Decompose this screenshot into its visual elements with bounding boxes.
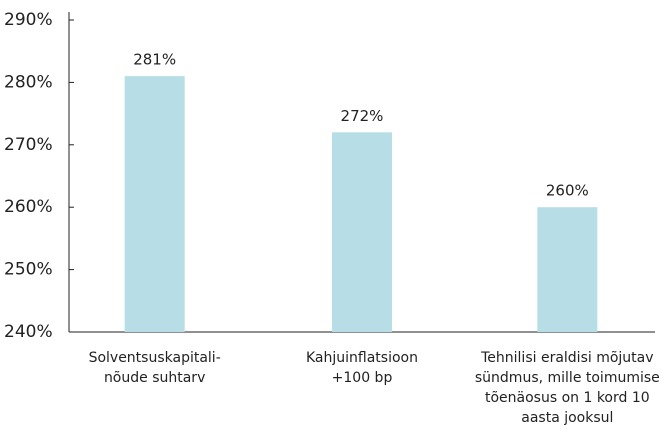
y-tick-label: 260% bbox=[4, 197, 53, 217]
y-tick-label: 240% bbox=[4, 322, 53, 342]
x-tick-label: Tehnilisi eraldisi mõjutav sündmus, mill… bbox=[474, 350, 660, 426]
y-tick-label: 250% bbox=[4, 260, 53, 280]
y-tick-label: 270% bbox=[4, 135, 53, 155]
value-label: 272% bbox=[341, 107, 384, 125]
x-tick-label: Kahjuinflatsioon +100 bp bbox=[306, 350, 418, 386]
bar bbox=[332, 132, 392, 332]
y-tick-label: 290% bbox=[4, 10, 53, 30]
value-label: 260% bbox=[546, 182, 589, 200]
bar bbox=[124, 76, 185, 332]
value-label: 281% bbox=[133, 51, 176, 69]
x-tick-label: Solventsuskapitali- nõude suhtarv bbox=[88, 350, 221, 386]
bar bbox=[537, 207, 598, 332]
y-tick-label: 280% bbox=[4, 72, 53, 92]
